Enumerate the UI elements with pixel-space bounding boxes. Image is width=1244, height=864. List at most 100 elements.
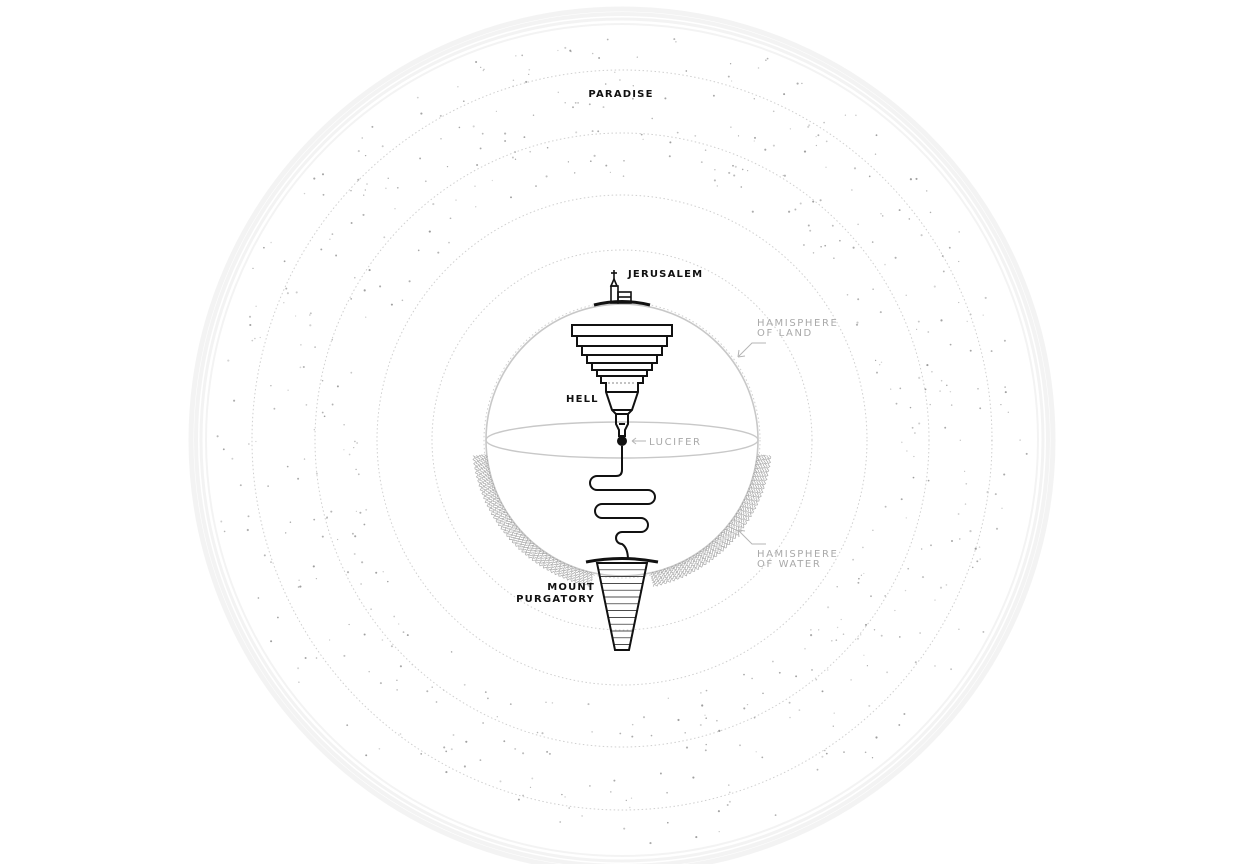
star-dot [270,241,272,244]
star-dot [908,218,911,220]
star-dot [393,615,396,618]
star-dot [623,160,625,162]
water-waves [472,454,772,587]
star-dot [479,759,482,761]
star-dot [964,503,967,505]
star-dot [692,776,695,779]
star-dot [564,102,566,104]
star-dot [247,515,250,518]
star-dot [504,140,507,142]
star-dot [602,106,605,109]
star-dot [921,548,923,550]
star-dot [871,757,874,759]
star-dot [851,189,853,191]
star-dot [326,517,328,519]
star-dot [977,387,979,390]
star-dot [949,343,952,346]
star-dot [798,709,801,711]
star-dot [884,263,886,266]
star-dot [399,665,402,668]
star-dot [575,131,578,134]
star-dot [666,791,668,794]
wave-line [484,454,594,576]
star-dot [254,337,256,340]
star-dot [732,164,734,167]
star-dot [561,793,563,796]
star-dot [387,580,389,583]
star-dot [959,439,961,441]
star-dot [740,186,743,188]
star-dot [353,446,355,449]
star-dot [297,477,300,480]
star-dot [335,254,338,257]
star-dot [772,110,775,113]
star-dot [452,734,455,736]
star-dot [713,179,716,182]
star-dot [807,125,810,128]
star-dot [825,166,827,168]
halo-ring [205,23,1039,857]
star-dot [604,83,607,85]
star-dot [348,623,350,626]
star-dot [365,754,368,757]
star-dot [231,457,234,460]
star-dot [610,791,612,793]
star-dot [522,752,525,755]
star-dot [899,387,902,390]
star-dot [734,165,737,168]
star-dot [821,690,824,693]
star-dot [810,634,813,637]
star-dot [304,657,307,659]
star-dot [354,276,356,279]
star-dot [820,246,822,248]
star-dot [416,96,419,99]
star-dot [788,701,791,704]
star-dot [753,98,756,100]
star-dot [255,305,257,308]
star-dot [765,59,767,61]
star-dot [823,121,825,124]
star-dot [862,546,864,549]
star-dot [298,579,300,581]
star-dot [448,241,450,244]
star-dot [795,675,798,678]
star-dot [457,86,459,88]
star-dot [978,546,981,548]
star-dot [222,448,225,451]
star-dot [625,799,627,802]
star-dot [911,426,914,429]
star-dot [789,128,792,130]
star-dot [918,376,921,379]
star-dot [934,599,936,601]
star-dot [827,669,829,671]
star-dot [929,403,931,406]
star-dot [313,518,316,521]
star-dot [903,713,906,715]
star-dot [905,294,907,296]
star-dot [401,299,404,302]
mount-purgatory-label-line1: MOUNT [547,582,595,593]
star-dot [363,289,366,292]
star-dot [321,173,325,176]
star-dot [705,717,707,719]
star-dot [568,807,570,809]
star-dot [277,616,279,619]
star-dot [739,744,741,747]
star-dot [370,608,372,610]
star-dot [289,521,292,524]
star-dot [717,810,720,813]
star-dot [863,654,865,656]
star-dot [751,677,753,680]
star-dot [863,572,865,575]
star-dot [673,38,676,41]
star-dot [396,679,398,682]
star-dot [831,224,834,227]
star-dot [593,154,596,157]
star-dot [557,91,560,94]
star-dot [532,114,535,117]
star-dot [366,183,368,185]
star-dot [581,815,583,817]
star-dot [675,40,677,43]
star-dot [363,194,365,196]
star-dot [315,577,318,580]
